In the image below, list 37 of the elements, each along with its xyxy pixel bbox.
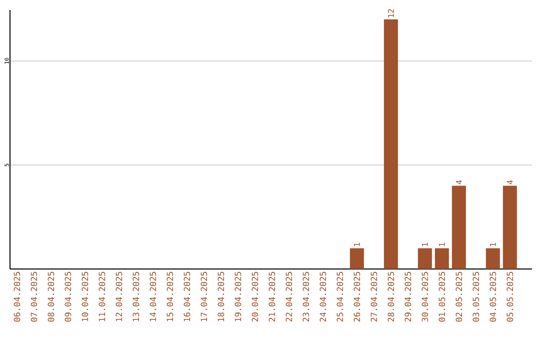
x-tick-label: 25.04.2025: [336, 272, 344, 322]
x-tick-label: 05.05.2025: [506, 272, 514, 322]
x-tick-label: 19.04.2025: [234, 272, 242, 322]
x-tick-label: 16.04.2025: [184, 272, 190, 322]
x-tick-label: 10.04.2025: [82, 272, 88, 322]
x-tick-label: 14.04.2025: [150, 272, 156, 322]
x-tick-label: 22.04.2025: [286, 272, 292, 322]
x-tick-label: 29.04.2025: [404, 272, 412, 322]
x-tick-label: 12.04.2025: [116, 272, 122, 322]
x-tick-label: 30.04.2025: [422, 272, 428, 322]
x-tick-label: 08.04.2025: [48, 272, 54, 322]
x-tick-label: 20.04.2025: [252, 272, 258, 322]
bar: [350, 248, 364, 269]
bar: [452, 186, 466, 269]
x-tick-label: 07.04.2025: [30, 272, 38, 322]
bar: [486, 248, 500, 269]
x-tick-label: 11.04.2025: [98, 272, 106, 322]
x-tick-label: 17.04.2025: [200, 272, 208, 322]
x-tick-label: 03.05.2025: [472, 272, 480, 322]
bar: [434, 248, 449, 269]
x-tick-label: 21.04.2025: [268, 272, 276, 322]
bar: [418, 248, 432, 269]
x-tick-label: 04.05.2025: [490, 272, 496, 322]
x-tick-label: 15.04.2025: [166, 272, 174, 322]
x-tick-label: 18.04.2025: [218, 272, 224, 322]
x-tick-label: 26.04.2025: [354, 272, 360, 322]
x-tick-label: 13.04.2025: [132, 272, 140, 322]
x-tick-label: 09.04.2025: [64, 272, 72, 322]
bar: [502, 186, 517, 269]
x-tick-label: 28.04.2025: [388, 272, 394, 322]
x-tick-label: 27.04.2025: [370, 272, 378, 322]
x-tick-label: 02.05.2025: [456, 272, 462, 322]
x-tick-label: 24.04.2025: [320, 272, 326, 322]
x-tick-label: 06.04.2025: [14, 272, 20, 322]
x-tick-label: 01.05.2025: [438, 272, 446, 322]
x-tick-label: 23.04.2025: [302, 272, 310, 322]
bar: [384, 19, 398, 269]
